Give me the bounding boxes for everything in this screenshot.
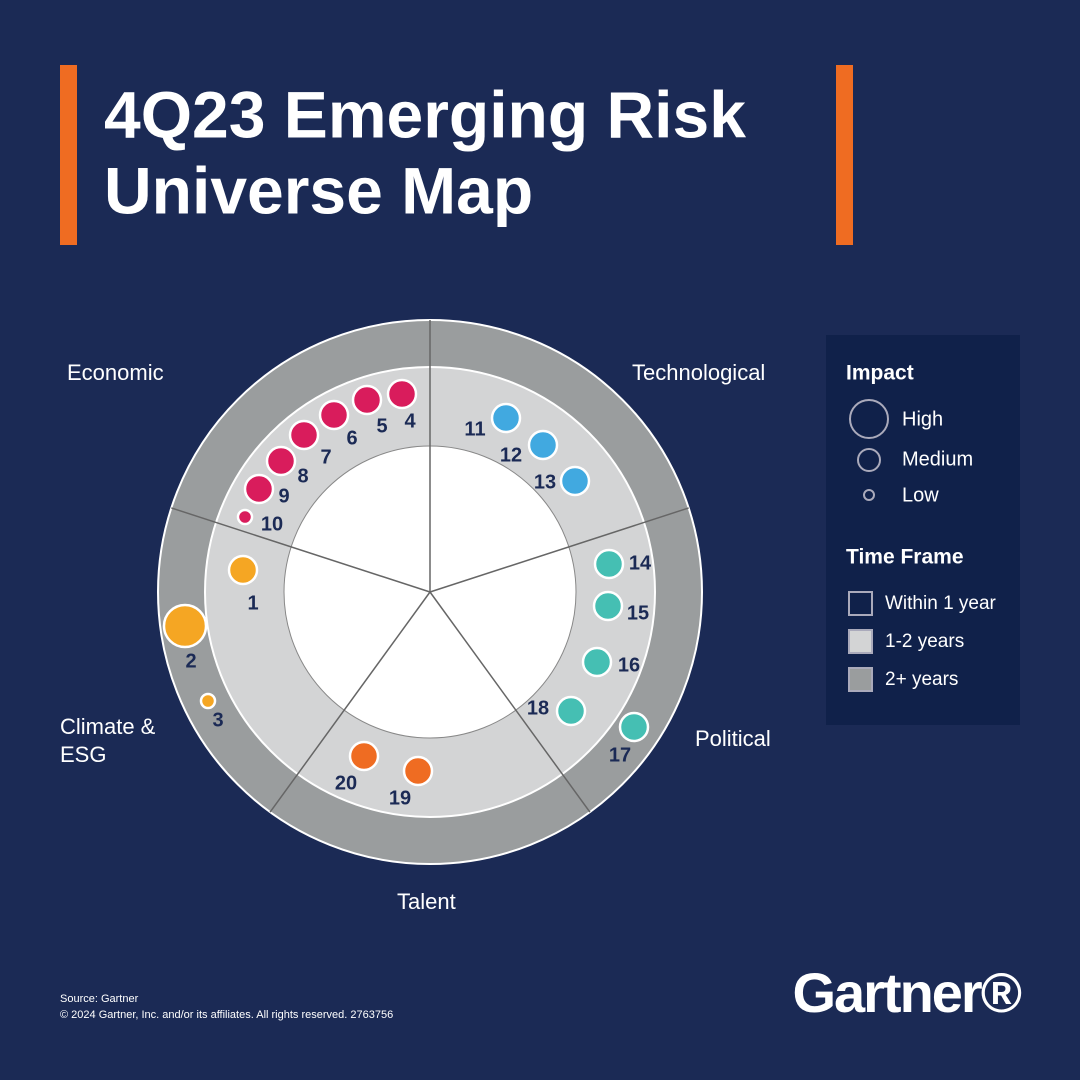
logo: Gartner® bbox=[792, 961, 1021, 1024]
category-label: Economic bbox=[67, 360, 164, 385]
category-label: Political bbox=[695, 726, 771, 751]
risk-number: 18 bbox=[527, 697, 549, 719]
risk-dot bbox=[236, 508, 254, 526]
risk-dot bbox=[227, 554, 259, 586]
risk-number: 5 bbox=[376, 415, 387, 437]
legend-label: Medium bbox=[902, 448, 973, 470]
risk-dot bbox=[593, 548, 625, 580]
spokes bbox=[171, 320, 689, 813]
risk-number: 10 bbox=[261, 513, 283, 535]
risk-dot bbox=[318, 399, 350, 431]
risk-dot bbox=[559, 465, 591, 497]
legend-symbol bbox=[848, 667, 873, 692]
source: Source: Gartner bbox=[60, 993, 139, 1005]
legend-symbol bbox=[849, 399, 889, 439]
risk-number: 13 bbox=[534, 471, 556, 493]
risk-number: 9 bbox=[278, 485, 289, 507]
risk-number: 15 bbox=[627, 602, 649, 624]
risk-number: 12 bbox=[500, 444, 522, 466]
risk-number: 7 bbox=[320, 446, 331, 468]
accent-bar bbox=[60, 65, 77, 245]
category-label: Climate & ESG bbox=[60, 714, 156, 767]
risk-number: 16 bbox=[618, 654, 640, 676]
category-label: Technological bbox=[632, 360, 765, 385]
risk-number: 20 bbox=[335, 772, 357, 794]
risk-dot bbox=[162, 603, 208, 649]
spoke bbox=[429, 591, 591, 813]
accent-bar bbox=[836, 65, 853, 245]
title-line: Universe Map bbox=[104, 153, 533, 227]
risk-number: 19 bbox=[389, 787, 411, 809]
risk-dot bbox=[581, 646, 613, 678]
legend-symbol bbox=[857, 448, 881, 472]
category-label: Talent bbox=[397, 889, 456, 914]
risk-dot bbox=[348, 740, 380, 772]
legend-label: 1-2 years bbox=[885, 631, 964, 652]
legend-box bbox=[826, 335, 1020, 725]
legend-label: 2+ years bbox=[885, 669, 958, 690]
risk-number: 3 bbox=[212, 709, 223, 731]
risk-dot bbox=[199, 692, 217, 710]
risk-dot bbox=[351, 384, 383, 416]
risk-number: 11 bbox=[464, 418, 485, 440]
legend-label: Within 1 year bbox=[885, 593, 997, 614]
legend-symbol bbox=[848, 591, 873, 616]
risk-number: 1 bbox=[247, 592, 258, 614]
risk-number: 6 bbox=[346, 427, 357, 449]
legend-title: Impact bbox=[846, 362, 914, 385]
spoke bbox=[171, 507, 431, 593]
title-line: 4Q23 Emerging Risk bbox=[104, 77, 746, 151]
legend-symbol bbox=[863, 489, 875, 501]
legend-label: High bbox=[902, 408, 943, 430]
risk-dot bbox=[490, 402, 522, 434]
risk-number: 2 bbox=[185, 650, 196, 672]
legend-title: Time Frame bbox=[846, 546, 964, 569]
risk-number: 4 bbox=[404, 410, 416, 432]
risk-dot bbox=[386, 378, 418, 410]
copyright: © 2024 Gartner, Inc. and/or its affiliat… bbox=[60, 1009, 393, 1021]
risk-dot bbox=[555, 695, 587, 727]
spoke bbox=[429, 507, 689, 593]
risk-dot bbox=[402, 755, 434, 787]
risk-dot bbox=[592, 590, 624, 622]
risk-number: 17 bbox=[609, 744, 631, 766]
risk-dot bbox=[527, 429, 559, 461]
legend-symbol bbox=[848, 629, 873, 654]
risk-dot bbox=[618, 711, 650, 743]
risk-number: 8 bbox=[297, 465, 308, 487]
risk-dot bbox=[265, 445, 297, 477]
spoke bbox=[269, 591, 431, 813]
legend-label: Low bbox=[902, 484, 939, 506]
risk-dot bbox=[288, 419, 320, 451]
risk-number: 14 bbox=[629, 552, 652, 574]
risk-dot bbox=[243, 473, 275, 505]
